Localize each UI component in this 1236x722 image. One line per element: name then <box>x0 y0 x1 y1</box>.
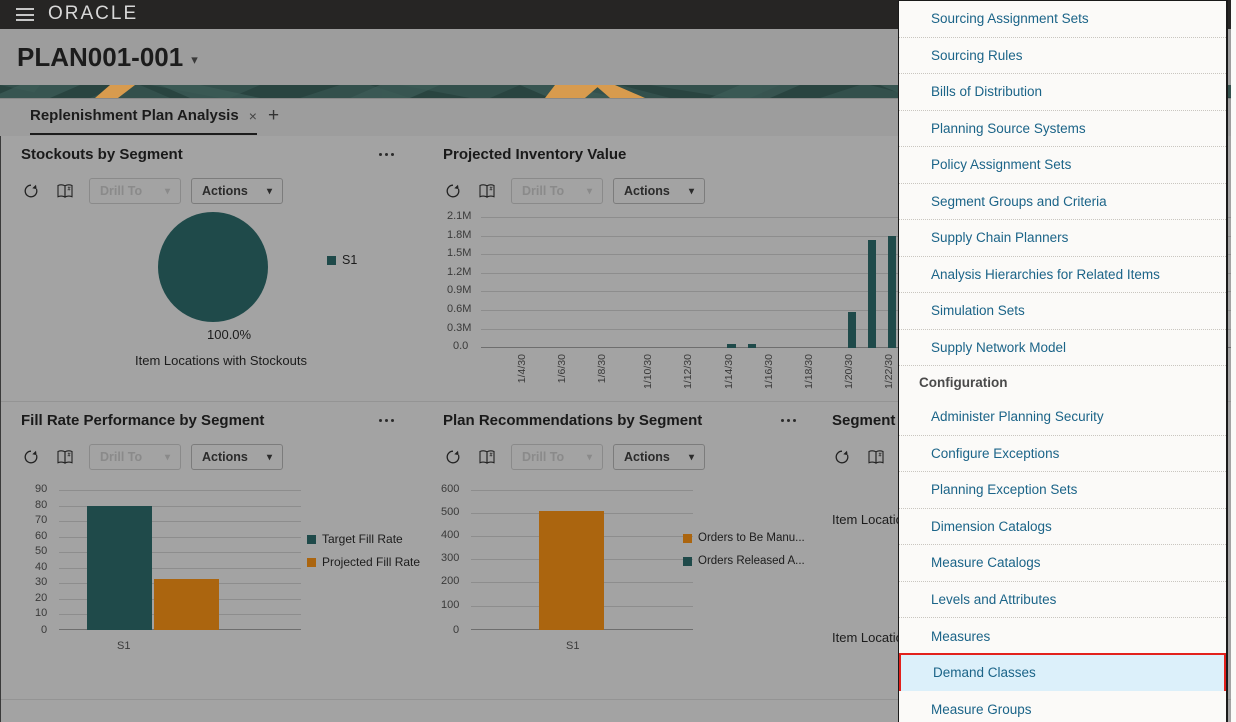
svg-text:#: # <box>489 452 492 458</box>
svg-text:#: # <box>878 452 881 458</box>
svg-text:#: # <box>67 452 70 458</box>
svg-text:#: # <box>67 186 70 192</box>
svg-text:#: # <box>489 186 492 192</box>
